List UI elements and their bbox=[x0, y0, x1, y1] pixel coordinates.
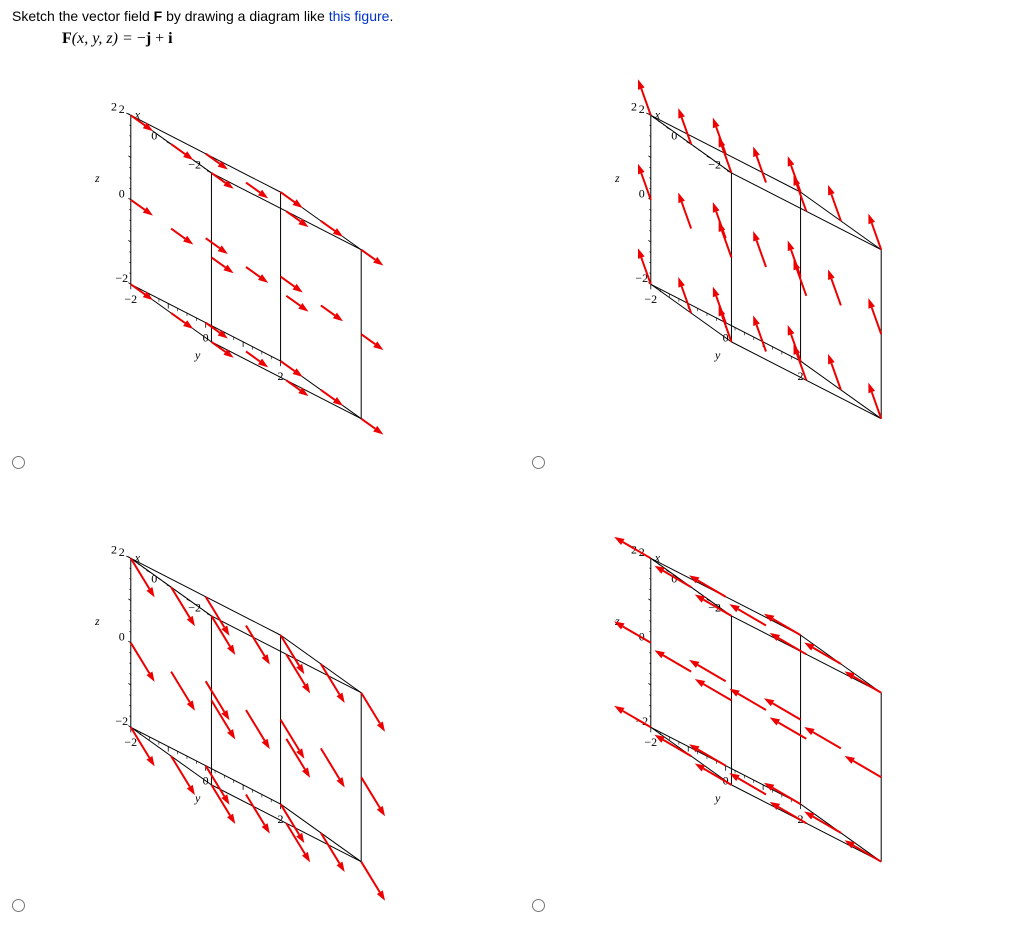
svg-text:z: z bbox=[94, 614, 100, 628]
svg-text:0: 0 bbox=[119, 186, 125, 200]
svg-text:−2: −2 bbox=[124, 292, 137, 306]
svg-text:0: 0 bbox=[203, 330, 209, 344]
svg-text:z: z bbox=[94, 171, 100, 185]
options-grid: −202−202−202xyz −202−202−202xyz −202−202… bbox=[12, 52, 1012, 918]
option-a-plot: −202−202−202xyz bbox=[31, 52, 471, 475]
option-a: −202−202−202xyz bbox=[12, 52, 492, 475]
option-d-plot: −202−202−202xyz bbox=[551, 495, 991, 918]
svg-text:−2: −2 bbox=[115, 271, 128, 285]
svg-text:−2: −2 bbox=[188, 600, 201, 614]
svg-text:y: y bbox=[194, 791, 201, 805]
svg-text:−2: −2 bbox=[124, 735, 137, 749]
option-a-radio[interactable] bbox=[12, 456, 25, 469]
svg-text:2: 2 bbox=[119, 102, 125, 116]
figure-link[interactable]: this figure bbox=[329, 8, 390, 24]
svg-text:0: 0 bbox=[119, 629, 125, 643]
svg-text:y: y bbox=[194, 348, 201, 362]
svg-text:−2: −2 bbox=[188, 157, 201, 171]
svg-text:y: y bbox=[714, 348, 721, 362]
equation: F(x, y, z) = −j + i bbox=[62, 30, 1012, 48]
svg-text:0: 0 bbox=[671, 128, 677, 142]
option-c: −202−202−202xyz bbox=[12, 495, 492, 918]
svg-text:−2: −2 bbox=[115, 714, 128, 728]
svg-text:−2: −2 bbox=[644, 735, 657, 749]
option-b-radio[interactable] bbox=[532, 456, 545, 469]
svg-text:−2: −2 bbox=[708, 157, 721, 171]
svg-text:2: 2 bbox=[278, 812, 284, 826]
prompt-text: Sketch the vector field F by drawing a d… bbox=[12, 8, 1012, 24]
option-b: −202−202−202xyz bbox=[532, 52, 1012, 475]
svg-text:y: y bbox=[714, 791, 721, 805]
svg-text:2: 2 bbox=[639, 102, 645, 116]
svg-text:−2: −2 bbox=[644, 292, 657, 306]
svg-text:0: 0 bbox=[203, 773, 209, 787]
svg-text:0: 0 bbox=[151, 571, 157, 585]
svg-text:2: 2 bbox=[111, 100, 117, 114]
option-d-radio[interactable] bbox=[532, 899, 545, 912]
svg-text:0: 0 bbox=[639, 186, 645, 200]
svg-text:x: x bbox=[654, 550, 661, 564]
svg-text:2: 2 bbox=[111, 543, 117, 557]
option-c-plot: −202−202−202xyz bbox=[31, 495, 471, 918]
option-d: −202−202−202xyz bbox=[532, 495, 1012, 918]
svg-text:z: z bbox=[614, 171, 620, 185]
svg-text:x: x bbox=[134, 550, 141, 564]
svg-text:x: x bbox=[654, 107, 661, 121]
option-b-plot: −202−202−202xyz bbox=[551, 52, 991, 475]
svg-text:2: 2 bbox=[119, 545, 125, 559]
option-c-radio[interactable] bbox=[12, 899, 25, 912]
svg-text:2: 2 bbox=[631, 100, 637, 114]
svg-text:2: 2 bbox=[278, 369, 284, 383]
